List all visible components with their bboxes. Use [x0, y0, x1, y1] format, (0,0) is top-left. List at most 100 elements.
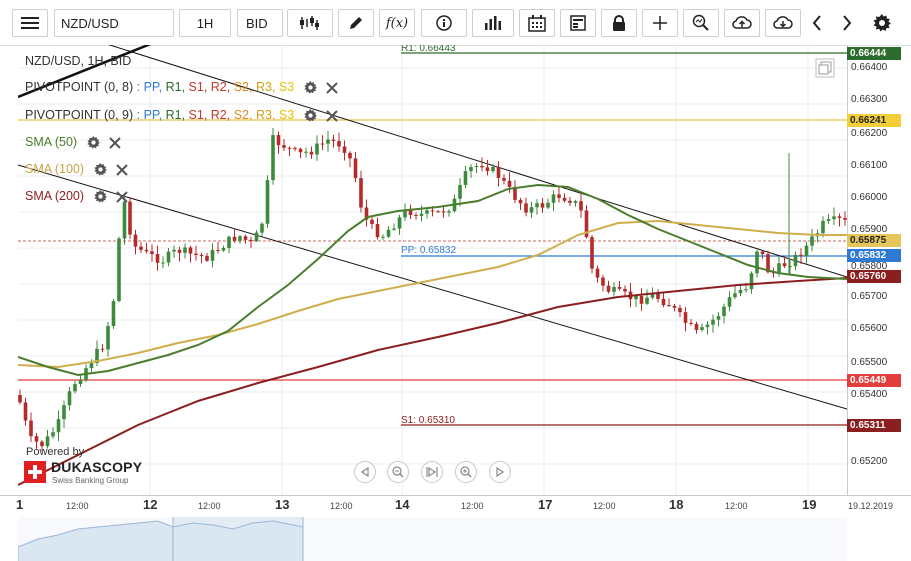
- candle-body: [656, 293, 660, 299]
- candle-body: [491, 166, 495, 172]
- time-label: 12:00: [593, 501, 616, 511]
- drawing-tool-button[interactable]: [338, 9, 374, 37]
- hamburger-icon[interactable]: [12, 9, 48, 37]
- template-button[interactable]: [560, 9, 596, 37]
- candle-body: [700, 327, 704, 330]
- candle-body: [18, 395, 22, 403]
- zoom-in-button[interactable]: [455, 461, 477, 483]
- candle-body: [617, 287, 622, 289]
- candle-body: [485, 167, 490, 172]
- pan-left-button[interactable]: [354, 461, 376, 483]
- candle-body: [727, 297, 732, 307]
- chart-header: NZD/USD, 1H, BID: [25, 54, 132, 68]
- sma-200-label: SMA (200): [25, 189, 85, 203]
- pivot-s2-1: S2,: [233, 80, 253, 94]
- gear-icon[interactable]: [86, 136, 100, 149]
- candle-body: [403, 210, 407, 218]
- lock-icon: [613, 14, 625, 31]
- upload-button[interactable]: [724, 9, 760, 37]
- download-button[interactable]: [765, 9, 801, 37]
- candle-body: [705, 324, 710, 328]
- document-icon: [570, 15, 586, 31]
- price-tag-pp: 0.65832: [847, 249, 901, 262]
- candle-body: [293, 147, 297, 149]
- gear-icon[interactable]: [304, 81, 317, 94]
- timeframe-selector[interactable]: 1H: [179, 9, 231, 37]
- candle-body: [315, 143, 319, 155]
- candle-body: [496, 166, 501, 178]
- candle-body: [777, 263, 781, 273]
- candle-body: [782, 263, 787, 267]
- pivot-s2-2: S2,: [233, 108, 253, 122]
- lock-button[interactable]: [601, 9, 637, 37]
- candle-body: [304, 151, 308, 153]
- candle-body: [672, 305, 677, 308]
- candle-body: [766, 254, 770, 273]
- candle-body: [56, 419, 61, 433]
- settings-button[interactable]: [867, 9, 897, 37]
- candle-body: [139, 246, 143, 250]
- crosshair-button[interactable]: [642, 9, 678, 37]
- candle-body: [788, 266, 792, 268]
- close-icon[interactable]: [326, 81, 338, 94]
- candle-body: [249, 239, 253, 241]
- pencil-icon: [350, 17, 362, 29]
- candle-body: [606, 285, 611, 292]
- close-icon[interactable]: [116, 163, 128, 176]
- candle-body: [375, 224, 380, 238]
- gear-icon[interactable]: [93, 190, 107, 203]
- gear-icon: [873, 14, 891, 32]
- candle-body: [364, 207, 369, 220]
- gear-icon[interactable]: [93, 163, 107, 176]
- candle-body: [381, 236, 385, 238]
- price-tag-support: 0.65449: [847, 374, 901, 387]
- close-icon[interactable]: [326, 109, 338, 122]
- trend-lines: [18, 45, 847, 410]
- candle-body: [551, 194, 556, 203]
- time-label: 13: [275, 497, 290, 512]
- pivot-legend-1: PIVOTPOINT (0, 8) : PP, R1, S1, R2, S2, …: [25, 80, 338, 94]
- candle-body: [221, 247, 226, 251]
- candle-body: [507, 180, 512, 187]
- candle-body: [254, 232, 259, 241]
- zoom-out-button[interactable]: [387, 461, 409, 483]
- candle-body: [260, 223, 264, 233]
- chart-type-button[interactable]: [287, 9, 333, 37]
- close-icon[interactable]: [109, 136, 121, 149]
- powered-by-text: Powered by: [26, 446, 85, 458]
- candle-body: [144, 249, 149, 252]
- scroll-right-button[interactable]: [833, 9, 861, 37]
- pan-right-button[interactable]: [489, 461, 511, 483]
- time-label: 12:00: [198, 501, 221, 511]
- close-icon[interactable]: [116, 190, 128, 203]
- candle-body: [95, 348, 99, 364]
- reset-view-button[interactable]: [421, 461, 443, 483]
- candle-body: [612, 287, 616, 292]
- sma-50-legend: SMA (50): [25, 135, 121, 149]
- navigator-strip[interactable]: [18, 517, 847, 561]
- calendar-button[interactable]: [519, 9, 555, 37]
- indicators-button[interactable]: f(x): [379, 9, 415, 37]
- info-button[interactable]: [421, 9, 467, 37]
- candle-body: [276, 135, 281, 146]
- chevron-right-icon: [843, 15, 852, 31]
- time-label: 1: [16, 497, 24, 512]
- candle-body: [667, 305, 671, 307]
- symbol-selector[interactable]: NZD/USD: [54, 9, 174, 37]
- candle-body: [837, 216, 842, 218]
- candle-body: [370, 219, 374, 225]
- volume-button[interactable]: [472, 9, 514, 37]
- candle-body: [271, 135, 275, 181]
- time-axis[interactable]: [0, 495, 911, 518]
- candle-body: [540, 203, 545, 208]
- price-chart[interactable]: R1: 0.66443 PP: 0.65832 S1: 0.65310: [18, 45, 847, 495]
- candle-body: [298, 148, 303, 153]
- expand-icon[interactable]: [815, 58, 835, 78]
- scroll-left-button[interactable]: [803, 9, 831, 37]
- price-tick: 0.66400: [851, 62, 888, 73]
- pivot-r3-2: R3,: [255, 108, 276, 122]
- gear-icon[interactable]: [304, 109, 317, 122]
- price-type-selector[interactable]: BID: [237, 9, 283, 37]
- zoom-button[interactable]: [683, 9, 719, 37]
- pivot-r1-1: R1,: [165, 80, 186, 94]
